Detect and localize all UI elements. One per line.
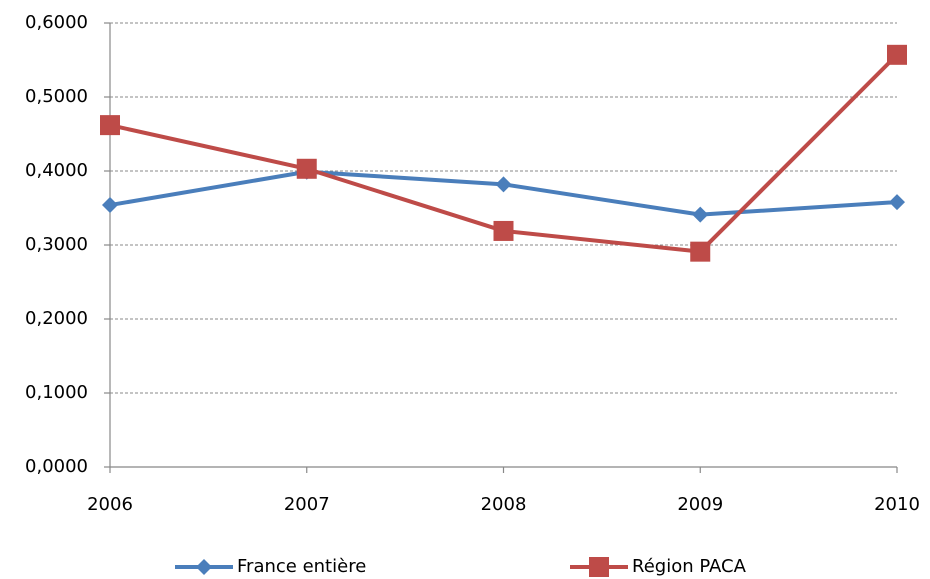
x-tick-label: 2007 — [284, 494, 330, 515]
data-point — [100, 115, 120, 136]
data-point — [493, 220, 514, 241]
legend-marker — [589, 557, 609, 577]
y-tick-label: 0,4000 — [25, 160, 88, 181]
x-tick-label: 2009 — [677, 494, 723, 515]
x-tick-label: 2010 — [874, 494, 920, 515]
data-point — [690, 241, 711, 262]
x-tick-label: 2008 — [481, 494, 527, 515]
data-point — [495, 176, 512, 193]
data-point — [889, 194, 905, 211]
data-point — [296, 158, 317, 179]
legend-label: Région PACA — [632, 556, 747, 577]
y-tick-label: 0,2000 — [25, 308, 88, 329]
data-point — [692, 206, 709, 223]
y-tick-label: 0,0000 — [25, 456, 88, 477]
y-tick-label: 0,3000 — [25, 234, 88, 255]
data-point — [102, 197, 118, 214]
legend-marker — [196, 559, 212, 575]
x-tick-label: 2006 — [87, 494, 133, 515]
data-point — [887, 44, 907, 65]
y-tick-label: 0,6000 — [25, 12, 88, 33]
legend-label: France entière — [237, 556, 366, 577]
y-tick-label: 0,1000 — [25, 382, 88, 403]
y-tick-label: 0,5000 — [25, 86, 88, 107]
